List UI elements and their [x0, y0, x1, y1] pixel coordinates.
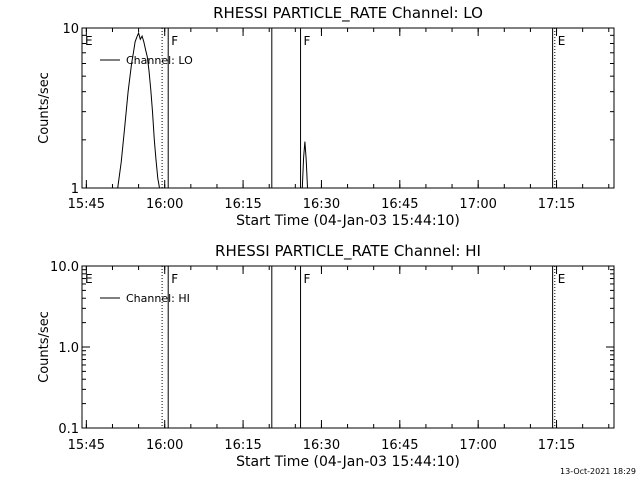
- x-tick-label: 15:45: [68, 197, 105, 212]
- x-tick-label: 16:30: [303, 197, 340, 212]
- chart-title: RHESSI PARTICLE_RATE Channel: HI: [215, 242, 481, 261]
- series-line: [117, 31, 160, 189]
- chart-title: RHESSI PARTICLE_RATE Channel: LO: [213, 4, 483, 23]
- y-tick-label: 10.0: [50, 260, 79, 275]
- x-tick-label: 17:00: [459, 438, 496, 453]
- event-label: E: [85, 272, 93, 286]
- x-tick-label: 16:00: [146, 197, 183, 212]
- y-axis-label: Counts/sec: [37, 72, 52, 144]
- x-tick-label: 16:00: [146, 438, 183, 453]
- y-tick-label: 1: [71, 182, 79, 197]
- x-tick-label: 17:15: [538, 197, 575, 212]
- x-tick-label: 16:15: [224, 438, 261, 453]
- event-label: E: [85, 34, 93, 48]
- series-line: [301, 141, 308, 189]
- x-tick-label: 15:45: [68, 438, 105, 453]
- event-label: F: [171, 34, 178, 48]
- x-tick-label: 16:45: [381, 197, 418, 212]
- x-tick-label: 16:15: [224, 197, 261, 212]
- x-tick-label: 17:15: [538, 438, 575, 453]
- y-tick-label: 0.1: [58, 422, 79, 437]
- event-label: E: [558, 272, 566, 286]
- y-tick-label: 10: [62, 22, 79, 37]
- x-axis-label: Start Time (04-Jan-03 15:44:10): [236, 454, 460, 470]
- event-label: E: [558, 34, 566, 48]
- event-label: F: [304, 272, 311, 286]
- y-axis-label: Counts/sec: [37, 311, 52, 383]
- legend-entry: Channel: LO: [126, 54, 193, 67]
- x-tick-label: 16:45: [381, 438, 418, 453]
- x-tick-label: 17:00: [459, 197, 496, 212]
- footer-timestamp: 13-Oct-2021 18:29: [560, 467, 636, 476]
- legend-entry: Channel: HI: [126, 292, 190, 305]
- event-label: F: [171, 272, 178, 286]
- x-axis-label: Start Time (04-Jan-03 15:44:10): [236, 213, 460, 229]
- y-tick-label: 1.0: [58, 341, 79, 356]
- event-label: F: [304, 34, 311, 48]
- x-tick-label: 16:30: [303, 438, 340, 453]
